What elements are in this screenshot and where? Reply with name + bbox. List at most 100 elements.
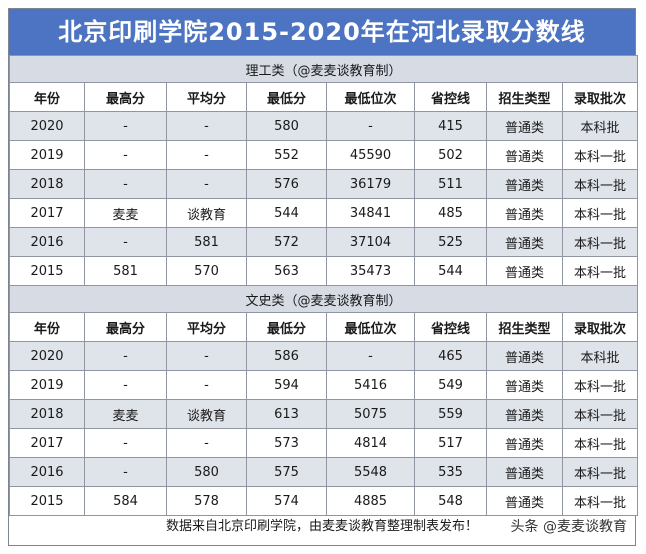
table-row: 2019- -594 5416 549 普通类 本科一批 <box>9 370 639 400</box>
table-cell: 普通类 <box>486 111 563 141</box>
watermark: 头条 @麦麦谈教育 <box>510 519 627 535</box>
section-label: 理工类（@麦麦谈教育制） <box>8 55 639 83</box>
table-cell: 502 <box>414 140 487 170</box>
table-cell: 45590 <box>326 140 415 170</box>
table-cell: 586 <box>246 341 327 371</box>
table-cell: 415 <box>414 111 487 141</box>
table-cell: 2017 <box>9 428 85 458</box>
table-cell: 2020 <box>9 111 85 141</box>
table-cell: 本科批 <box>561 341 639 371</box>
section-row: 理工类（@麦麦谈教育制） <box>8 55 639 83</box>
header-row: 年份 最高分 平均分 最低分 最低位次 省控线 招生类型 录取批次 <box>9 312 639 342</box>
table-cell: - <box>84 341 167 371</box>
page-title: 北京印刷学院2015-2020年在河北录取分数线 <box>9 9 635 55</box>
section-label: 文史类（@麦麦谈教育制） <box>8 285 639 313</box>
column-header: 最高分 <box>84 312 167 342</box>
table-cell: 5548 <box>326 457 415 487</box>
table-cell: 584 <box>84 486 167 516</box>
table-cell: 35473 <box>326 256 415 286</box>
table-body: 理工类（@麦麦谈教育制） 年份 最高分 平均分 最低分 最低位次 省控线 招生类型 录取批次 20… <box>8 55 639 516</box>
column-header: 招生类型 <box>486 312 563 342</box>
table-cell: 普通类 <box>486 341 563 371</box>
table-cell: 581 <box>84 256 167 286</box>
table-cell: 本科批 <box>561 111 639 141</box>
table-row: 2018 麦麦 谈教育 613 5075 559 普通类 本科一批 <box>9 399 639 429</box>
table-cell: 559 <box>414 399 487 429</box>
table-cell: 本科一批 <box>561 256 639 286</box>
table-cell: 4885 <box>326 486 415 516</box>
table-cell: 5416 <box>326 370 415 400</box>
score-table-frame: 北京印刷学院2015-2020年在河北录取分数线 理工类（@麦麦谈教育制） 年份最… <box>8 8 639 546</box>
header-row: 年份 最高分 平均分 最低分 最低位次 省控线 招生类型 录取批次 <box>9 82 639 112</box>
table-cell: 本科一批 <box>561 457 639 487</box>
table-cell: 581 <box>166 227 247 257</box>
table-cell: - <box>166 341 247 371</box>
table-cell: 2019 <box>9 140 85 170</box>
table-cell: 本科一批 <box>561 399 639 429</box>
table-row: 2020- -580-415 普通类 本科批 <box>9 111 639 141</box>
footer-text: 数据来自北京印刷学院，由麦麦谈教育整理制表发布！ <box>165 519 478 534</box>
table-cell: 普通类 <box>486 198 563 228</box>
table-cell: 525 <box>414 227 487 257</box>
column-header: 最低位次 <box>326 312 415 342</box>
table-cell: 谈教育 <box>166 198 247 228</box>
table-cell: 613 <box>246 399 327 429</box>
table-cell: - <box>166 428 247 458</box>
table-row: 2019- -552 45590 502 普通类 本科一批 <box>9 140 639 170</box>
column-header: 最低位次 <box>326 82 415 112</box>
table-cell: 普通类 <box>486 227 563 257</box>
table-cell: - <box>166 111 247 141</box>
table-cell: 5075 <box>326 399 415 429</box>
table-cell: - <box>84 140 167 170</box>
table-cell: 570 <box>166 256 247 286</box>
column-header: 最低分 <box>246 312 327 342</box>
table-row: 2015 584 578 574 4885 548 普通类 本科一批 <box>9 486 639 516</box>
table-cell: - <box>84 457 167 487</box>
table-row: 2017- -573 4814 517 普通类 本科一批 <box>9 428 639 458</box>
footer-note: 数据来自北京印刷学院，由麦麦谈教育整理制表发布！ 头条 @麦麦谈教育 <box>9 516 635 538</box>
section-row: 文史类（@麦麦谈教育制） <box>8 285 639 313</box>
table-cell: 本科一批 <box>561 140 639 170</box>
table-cell: 麦麦 <box>84 198 167 228</box>
column-header: 平均分 <box>166 82 247 112</box>
table-row: 2018- -576 36179 511 普通类 本科一批 <box>9 169 639 199</box>
table-cell: 2015 <box>9 256 85 286</box>
column-header: 最低分 <box>246 82 327 112</box>
table-cell: 535 <box>414 457 487 487</box>
table-cell: 普通类 <box>486 399 563 429</box>
table-cell: 普通类 <box>486 428 563 458</box>
column-header: 省控线 <box>414 82 487 112</box>
table-cell: 580 <box>166 457 247 487</box>
column-header: 省控线 <box>414 312 487 342</box>
table-cell: 34841 <box>326 198 415 228</box>
table-cell: 普通类 <box>486 370 563 400</box>
table-cell: 2018 <box>9 399 85 429</box>
table-cell: 普通类 <box>486 486 563 516</box>
table-cell: - <box>326 111 415 141</box>
table-cell: 580 <box>246 111 327 141</box>
table-cell: - <box>326 341 415 371</box>
table-cell: 2019 <box>9 370 85 400</box>
table-cell: 594 <box>246 370 327 400</box>
table-cell: 麦麦 <box>84 399 167 429</box>
column-header: 招生类型 <box>486 82 563 112</box>
table-cell: 普通类 <box>486 169 563 199</box>
table-cell: 465 <box>414 341 487 371</box>
table-cell: 2015 <box>9 486 85 516</box>
table-cell: 544 <box>414 256 487 286</box>
table-cell: - <box>84 169 167 199</box>
table-row: 2015 581 570 563 35473 544 普通类 本科一批 <box>9 256 639 286</box>
table-cell: 本科一批 <box>561 428 639 458</box>
table-cell: 552 <box>246 140 327 170</box>
table-cell: 573 <box>246 428 327 458</box>
table-cell: 574 <box>246 486 327 516</box>
table-cell: 575 <box>246 457 327 487</box>
table-cell: 36179 <box>326 169 415 199</box>
table-cell: 37104 <box>326 227 415 257</box>
table-cell: 544 <box>246 198 327 228</box>
table-cell: 2020 <box>9 341 85 371</box>
table-row: 2016-580 575 5548 535 普通类 本科一批 <box>9 457 639 487</box>
column-header: 年份 <box>9 82 85 112</box>
table-cell: - <box>84 227 167 257</box>
table-cell: 2016 <box>9 227 85 257</box>
